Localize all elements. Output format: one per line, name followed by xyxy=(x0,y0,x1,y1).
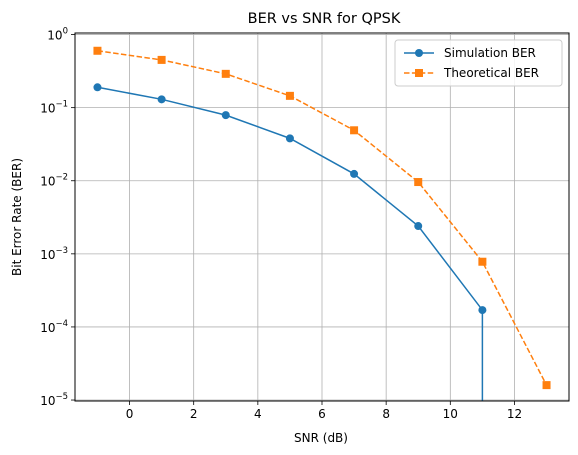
y-tick-label: 100 xyxy=(47,27,68,43)
chart-title: BER vs SNR for QPSK xyxy=(248,11,401,27)
legend-label: Simulation BER xyxy=(444,46,536,60)
y-tick-label: 10−2 xyxy=(40,173,68,189)
data-point xyxy=(157,55,166,64)
x-tick-label: 10 xyxy=(443,407,458,421)
data-point xyxy=(157,95,166,104)
x-tick-label: 2 xyxy=(190,407,198,421)
x-axis-label: SNR (dB) xyxy=(294,431,348,445)
x-tick-label: 0 xyxy=(126,407,134,421)
y-tick-label: 10−3 xyxy=(40,246,68,262)
series-line-0 xyxy=(97,86,484,401)
x-tick-label: 6 xyxy=(318,407,326,421)
x-axis: 0 2 4 6 8 10 12 xyxy=(126,401,522,421)
legend-box xyxy=(394,39,563,87)
legend-label: Theoretical BER xyxy=(443,66,539,80)
y-tick-label: 10−4 xyxy=(40,319,68,335)
series-layer xyxy=(93,46,551,401)
legend-swatch-marker xyxy=(415,69,423,77)
data-point xyxy=(478,306,487,315)
data-point xyxy=(221,111,230,120)
data-point xyxy=(350,126,359,135)
y-axis: 100 10−1 10−2 10−3 10−4 10−5 xyxy=(40,27,75,408)
data-point xyxy=(93,83,102,92)
data-point xyxy=(478,257,487,266)
y-axis-label: Bit Error Rate (BER) xyxy=(10,158,24,276)
x-tick-label: 8 xyxy=(382,407,390,421)
data-point xyxy=(221,69,230,78)
data-point xyxy=(285,91,294,100)
series-line-1 xyxy=(97,50,548,386)
data-point xyxy=(542,381,551,390)
x-tick-label: 12 xyxy=(507,407,522,421)
data-point xyxy=(414,222,423,231)
data-point xyxy=(285,134,294,143)
x-tick-label: 4 xyxy=(254,407,262,421)
y-tick-label: 10−5 xyxy=(40,392,68,408)
data-point xyxy=(93,46,102,55)
grid-lines xyxy=(75,33,569,401)
legend: Simulation BER Theoretical BER xyxy=(394,39,563,87)
legend-swatch-marker xyxy=(415,49,423,57)
data-point xyxy=(350,169,359,178)
y-tick-label: 10−1 xyxy=(40,100,68,116)
data-point xyxy=(414,178,423,187)
